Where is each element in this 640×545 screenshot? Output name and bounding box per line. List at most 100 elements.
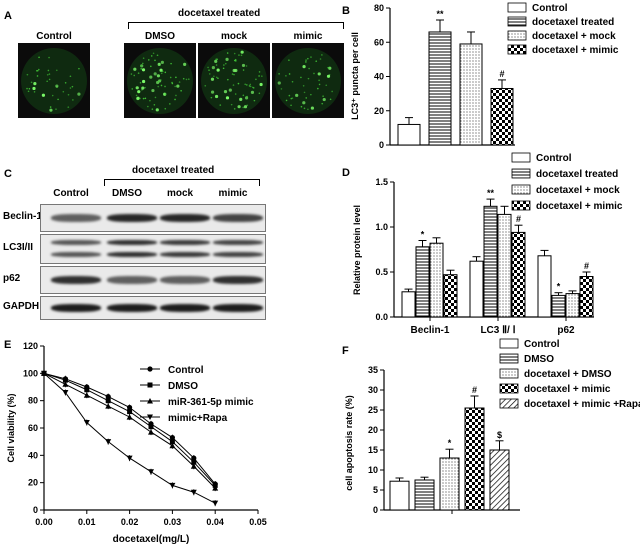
puncta bbox=[318, 79, 320, 82]
puncta bbox=[183, 62, 187, 66]
panel-f-legend-swatch-3 bbox=[499, 383, 519, 394]
panel-d-y-tick-label: 0.5 bbox=[375, 267, 388, 277]
panel-b-chart: B 0 20 40 60 80 LC3⁺ puncta per cell ** # Control… bbox=[342, 2, 619, 148]
panel-f-legend-label-1: DMSO bbox=[524, 354, 554, 365]
panel-d-bar-0-0 bbox=[401, 291, 416, 318]
panel-d-y-tick-label: 0.0 bbox=[375, 312, 388, 322]
panel-d-bar-2-0 bbox=[537, 255, 552, 318]
puncta bbox=[153, 103, 156, 106]
puncta bbox=[319, 58, 322, 60]
puncta bbox=[240, 50, 244, 54]
panel-d-legend-label-0: Control bbox=[536, 153, 572, 164]
puncta bbox=[210, 77, 215, 81]
blot-band bbox=[107, 304, 157, 312]
puncta bbox=[291, 80, 294, 83]
puncta bbox=[185, 78, 188, 81]
puncta bbox=[32, 86, 36, 91]
puncta bbox=[226, 52, 229, 54]
puncta bbox=[182, 77, 185, 80]
puncta bbox=[159, 68, 163, 72]
puncta bbox=[280, 88, 283, 90]
puncta bbox=[230, 103, 233, 106]
puncta bbox=[313, 72, 315, 75]
puncta bbox=[241, 63, 246, 68]
puncta bbox=[303, 91, 306, 94]
puncta bbox=[246, 84, 248, 86]
panel-e-x-tick-label: 0.00 bbox=[35, 517, 53, 527]
puncta bbox=[133, 67, 137, 71]
blot-row-label-2: p62 bbox=[3, 273, 21, 284]
puncta bbox=[164, 93, 167, 95]
panel-e-letter: E bbox=[4, 339, 11, 351]
panel-e-y-tick-label: 120 bbox=[23, 341, 38, 351]
panel-d-bar-0-2 bbox=[429, 242, 444, 318]
puncta bbox=[253, 99, 256, 102]
panel-b-legend-swatch-3 bbox=[507, 44, 527, 55]
blot-band bbox=[213, 276, 263, 284]
micro-label-0: Control bbox=[36, 31, 72, 42]
blot-row-1 bbox=[40, 234, 266, 264]
puncta bbox=[140, 68, 142, 70]
puncta bbox=[147, 59, 150, 61]
panel-f-significance-4: $ bbox=[497, 430, 502, 440]
panel-b-letter: B bbox=[342, 5, 350, 17]
blot-band bbox=[160, 214, 210, 222]
panel-b-bar-1 bbox=[428, 31, 452, 146]
panel-c-letter: C bbox=[4, 168, 12, 180]
puncta bbox=[154, 96, 157, 99]
puncta bbox=[240, 54, 243, 57]
puncta bbox=[303, 107, 306, 110]
puncta bbox=[233, 108, 236, 110]
puncta bbox=[78, 67, 80, 70]
panel-e-chart: E 0 20 40 60 80 100 120 0.00 0.01 0.02 0.03 0.04 0.05… bbox=[4, 339, 267, 545]
puncta bbox=[156, 74, 161, 78]
puncta bbox=[259, 82, 263, 87]
puncta bbox=[160, 84, 163, 87]
blot-band bbox=[213, 214, 263, 222]
panel-e-x-tick-label: 0.01 bbox=[78, 517, 96, 527]
puncta bbox=[300, 105, 303, 108]
puncta bbox=[310, 106, 315, 110]
panel-b-bar-2 bbox=[459, 43, 483, 146]
puncta bbox=[305, 97, 308, 99]
blot-band bbox=[160, 251, 210, 257]
panel-e-x-tick-label: 0.04 bbox=[206, 517, 224, 527]
puncta bbox=[174, 98, 176, 101]
puncta bbox=[141, 86, 145, 90]
panel-e-x-tick-label: 0.03 bbox=[164, 517, 182, 527]
blot-band bbox=[213, 240, 263, 246]
panel-f-bar-2 bbox=[439, 457, 460, 511]
panel-e-point-2-7 bbox=[190, 463, 197, 469]
panel-e-legend-label-3: mimic+Rapa bbox=[168, 413, 228, 424]
puncta bbox=[147, 105, 149, 108]
puncta bbox=[144, 86, 146, 89]
panel-f-y-tick-label: 20 bbox=[368, 425, 378, 435]
puncta bbox=[214, 59, 218, 63]
puncta bbox=[140, 64, 142, 67]
puncta bbox=[227, 78, 229, 81]
panel-e-point-1-3 bbox=[105, 398, 111, 404]
puncta bbox=[300, 76, 302, 79]
micro-label-2: mock bbox=[220, 31, 248, 42]
panel-e-legend-marker-1 bbox=[147, 382, 153, 388]
panel-d-bar-2-1 bbox=[551, 294, 566, 318]
panel-d-significance: * bbox=[421, 230, 425, 240]
panel-e-legend-marker-3 bbox=[147, 414, 153, 420]
panel-b-y-tick-label: 40 bbox=[374, 72, 384, 82]
blot-band bbox=[213, 251, 263, 257]
puncta bbox=[308, 67, 310, 70]
panel-b-y-tick-label: 80 bbox=[374, 3, 384, 13]
puncta bbox=[149, 75, 153, 79]
blot-row-label-0: Beclin-1 bbox=[3, 211, 42, 222]
puncta bbox=[26, 87, 28, 90]
panel-d-legend-swatch-0 bbox=[511, 152, 531, 163]
panel-e-point-1-6 bbox=[169, 439, 175, 445]
panel-e-legend-label-0: Control bbox=[168, 365, 204, 376]
panel-c-group-bracket bbox=[104, 179, 260, 186]
blot-band bbox=[213, 304, 263, 312]
panel-d-legend-swatch-1 bbox=[511, 168, 531, 179]
puncta bbox=[33, 82, 37, 86]
puncta bbox=[288, 59, 290, 61]
puncta bbox=[161, 70, 164, 73]
puncta bbox=[36, 75, 39, 77]
